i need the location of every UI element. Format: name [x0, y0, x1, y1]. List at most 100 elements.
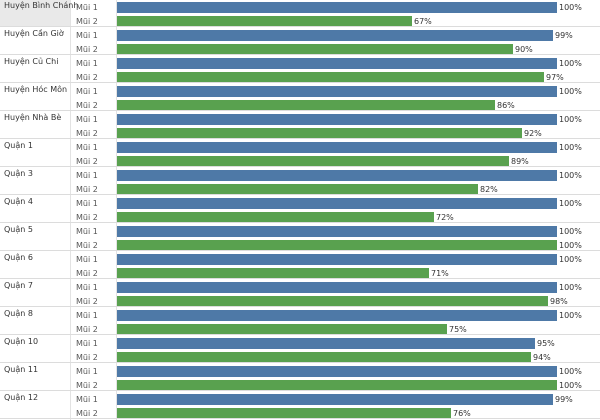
district-row: Huyện Hóc Môn Mũi 1 100% Mũi 2 86% — [0, 83, 600, 111]
value-label: 100% — [559, 255, 582, 264]
district-name: Huyện Nhà Bè — [4, 113, 62, 122]
district-row: Quận 1 Mũi 1 100% Mũi 2 89% — [0, 139, 600, 167]
row-separator — [0, 418, 600, 419]
row-separator — [0, 250, 600, 251]
dose-label: Mũi 2 — [76, 73, 98, 82]
value-label: 72% — [436, 213, 454, 222]
dose-label: Mũi 1 — [76, 171, 98, 180]
value-label: 99% — [555, 395, 573, 404]
dose-label: Mũi 1 — [76, 59, 98, 68]
dose-label: Mũi 2 — [76, 17, 98, 26]
bar-dose-1 — [117, 170, 557, 181]
district-name-cell: Huyện Củ Chi — [0, 55, 70, 82]
district-row: Quận 7 Mũi 1 100% Mũi 2 98% — [0, 279, 600, 307]
row-separator — [0, 278, 600, 279]
district-row: Quận 11 Mũi 1 100% Mũi 2 100% — [0, 363, 600, 391]
bar-dose-2 — [117, 16, 412, 27]
row-separator — [0, 110, 600, 111]
district-name-cell: Huyện Hóc Môn — [0, 83, 70, 110]
dose-label: Mũi 2 — [76, 241, 98, 250]
district-row: Huyện Cần Giờ Mũi 1 99% Mũi 2 90% — [0, 27, 600, 55]
dose-label: Mũi 1 — [76, 31, 98, 40]
bar-dose-2 — [117, 240, 557, 251]
district-name: Quận 1 — [4, 141, 33, 150]
value-label: 100% — [559, 87, 582, 96]
district-name-cell: Huyện Cần Giờ — [0, 27, 70, 54]
bar-dose-1 — [117, 338, 535, 349]
dose-label: Mũi 2 — [76, 157, 98, 166]
district-name: Quận 7 — [4, 281, 33, 290]
value-label: 100% — [559, 241, 582, 250]
dose-label: Mũi 1 — [76, 87, 98, 96]
column-divider — [116, 0, 117, 420]
value-label: 97% — [546, 73, 564, 82]
row-separator — [0, 334, 600, 335]
district-name-cell: Quận 12 — [0, 391, 70, 418]
district-name-cell: Quận 3 — [0, 167, 70, 194]
value-label: 90% — [515, 45, 533, 54]
dose-label: Mũi 2 — [76, 325, 98, 334]
dose-label: Mũi 1 — [76, 227, 98, 236]
district-row: Huyện Nhà Bè Mũi 1 100% Mũi 2 92% — [0, 111, 600, 139]
bar-dose-1 — [117, 58, 557, 69]
dose-label: Mũi 2 — [76, 297, 98, 306]
value-label: 100% — [559, 171, 582, 180]
district-row: Quận 6 Mũi 1 100% Mũi 2 71% — [0, 251, 600, 279]
bar-dose-1 — [117, 254, 557, 265]
district-name-cell: Quận 7 — [0, 279, 70, 306]
row-separator — [0, 138, 600, 139]
district-row: Huyện Củ Chi Mũi 1 100% Mũi 2 97% — [0, 55, 600, 83]
value-label: 67% — [414, 17, 432, 26]
dose-label: Mũi 1 — [76, 115, 98, 124]
row-separator — [0, 26, 600, 27]
bar-dose-2 — [117, 352, 531, 363]
district-name-cell: Quận 6 — [0, 251, 70, 278]
district-name: Quận 12 — [4, 393, 39, 402]
bar-dose-2 — [117, 380, 557, 391]
district-row: Quận 10 Mũi 1 95% Mũi 2 94% — [0, 335, 600, 363]
row-separator — [0, 362, 600, 363]
row-separator — [0, 222, 600, 223]
value-label: 100% — [559, 115, 582, 124]
district-name: Quận 4 — [4, 197, 33, 206]
bar-dose-2 — [117, 156, 509, 167]
dose-label: Mũi 1 — [76, 143, 98, 152]
dose-label: Mũi 2 — [76, 269, 98, 278]
bar-dose-2 — [117, 408, 451, 419]
dose-label: Mũi 2 — [76, 353, 98, 362]
dose-label: Mũi 2 — [76, 129, 98, 138]
district-name: Huyện Cần Giờ — [4, 29, 64, 38]
district-name-cell: Quận 5 — [0, 223, 70, 250]
district-name-cell: Quận 10 — [0, 335, 70, 362]
value-label: 82% — [480, 185, 498, 194]
bar-dose-1 — [117, 394, 553, 405]
bar-dose-2 — [117, 100, 495, 111]
dose-label: Mũi 2 — [76, 185, 98, 194]
bar-dose-1 — [117, 142, 557, 153]
value-label: 100% — [559, 381, 582, 390]
district-row: Quận 8 Mũi 1 100% Mũi 2 75% — [0, 307, 600, 335]
value-label: 100% — [559, 143, 582, 152]
row-separator — [0, 82, 600, 83]
bar-dose-1 — [117, 114, 557, 125]
district-name-cell: Quận 8 — [0, 307, 70, 334]
bar-dose-1 — [117, 86, 557, 97]
district-name: Quận 11 — [4, 365, 39, 374]
bar-dose-2 — [117, 212, 434, 223]
bar-dose-2 — [117, 128, 522, 139]
dose-label: Mũi 1 — [76, 339, 98, 348]
dose-label: Mũi 2 — [76, 381, 98, 390]
district-name: Quận 10 — [4, 337, 39, 346]
bar-dose-1 — [117, 198, 557, 209]
value-label: 95% — [537, 339, 555, 348]
value-label: 100% — [559, 311, 582, 320]
value-label: 100% — [559, 283, 582, 292]
bar-dose-1 — [117, 366, 557, 377]
district-row: Quận 4 Mũi 1 100% Mũi 2 72% — [0, 195, 600, 223]
district-row: Quận 5 Mũi 1 100% Mũi 2 100% — [0, 223, 600, 251]
district-name-cell: Huyện Nhà Bè — [0, 111, 70, 138]
district-name: Huyện Củ Chi — [4, 57, 59, 66]
bar-dose-2 — [117, 184, 478, 195]
dose-label: Mũi 2 — [76, 101, 98, 110]
